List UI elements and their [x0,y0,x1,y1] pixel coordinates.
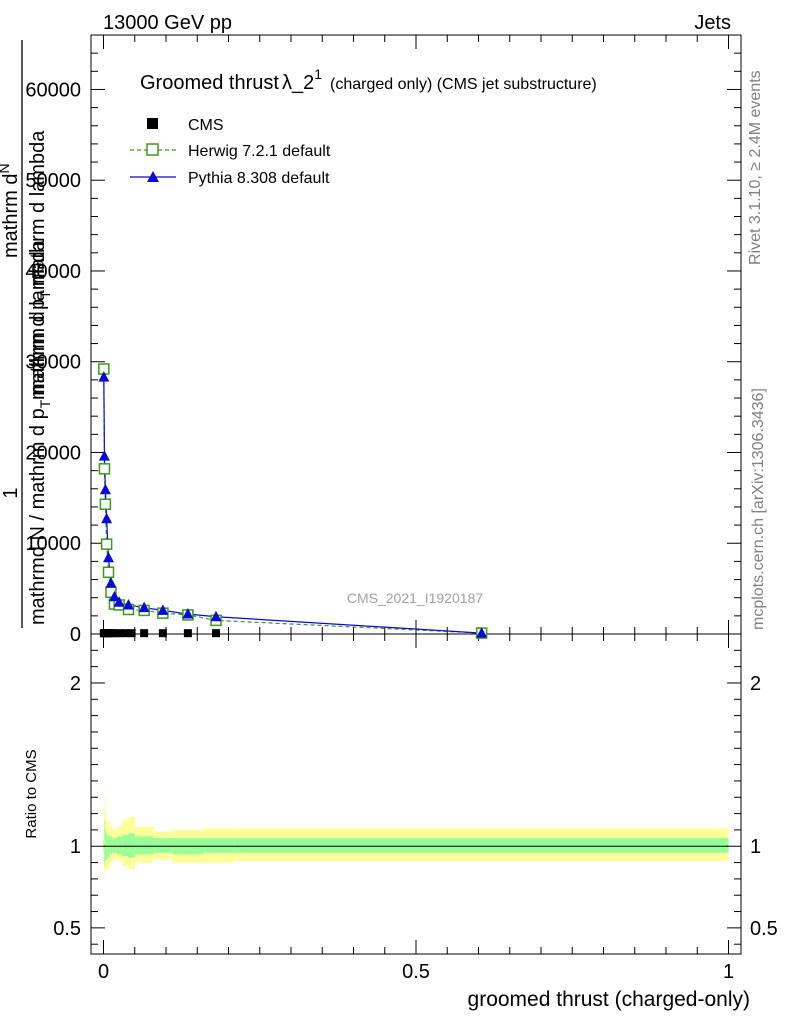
ratio-y-ticks: 0.5 0.5 1 1 2 2 [53,649,778,945]
rivet-version-label: Rivet 3.1.10, ≥ 2.4M events [747,70,764,265]
cms-point [212,629,220,638]
ratio-y-tick-label-right: 0.5 [750,918,778,940]
pythia-point [182,608,194,619]
y-label-denominator-left: mathrmd N / mathrm d p [27,408,49,625]
x-axis-label: groomed thrust (charged-only) [468,988,750,1011]
y-label-numerator-one: 1 [0,487,22,498]
cms-point [121,629,130,638]
pythia-point [98,371,110,382]
y-label-second-denominator-sub: T [37,290,53,299]
ratio-band-inner [203,838,235,853]
y-label-second-denominator: mathrm d pTmathrm d lambda [27,130,53,400]
cms-point [183,629,192,638]
y-label-denominator: mathrmd N / mathrm d pTmathrm d lambda [27,239,53,625]
main-y-axis-label: 1 mathrmd N / mathrm d pTmathrm d lambda… [0,40,53,628]
x-tick-label: 0.5 [402,961,430,983]
plot-title-prefix: Groomed thrust [140,72,279,94]
ratio-band-inner [109,836,113,855]
ratio-y-tick-label: 1 [70,836,81,858]
main-y-tick-label: 20000 [25,442,81,464]
plot-title-lambda: λ_2 [282,72,314,94]
herwig-point [99,498,112,510]
cms-point [140,629,149,638]
ratio-y-tick-label-right: 1 [750,836,761,858]
herwig-point [100,538,113,550]
y-label-numerator-sup: N [0,163,12,173]
y-label-denominator-sub: T [37,399,53,408]
ratio-plot-frame [90,633,742,955]
ratio-band-inner [104,829,106,861]
main-y-tick-label: 0 [70,624,81,646]
ratio-y-axis-label: Ratio to CMS [23,749,40,838]
y-label-second-denominator-rest: mathrm d lambda [27,130,49,286]
plot-title-suffix: (charged only) (CMS jet substructure) [330,76,597,93]
y-label-second-denominator-text: mathrm d p [27,299,49,400]
cms-point [115,629,124,638]
herwig-point [98,463,111,475]
pythia-point [210,610,222,622]
pythia-point [113,596,125,607]
main-y-tick-label: 60000 [25,79,81,101]
pythia-point [98,450,110,461]
pythia-point [476,627,488,638]
series-layer [98,363,488,639]
cms-point [127,629,136,638]
ratio-band-inner [116,836,123,855]
ratio-y-tick-label: 0.5 [53,918,81,940]
pythia-point [101,512,113,524]
ratio-band-inner [104,820,105,866]
ratio-uncertainty-bands [103,797,729,879]
ratio-band-inner [134,836,154,855]
header-energy-label: 13000 GeV pp [103,12,232,34]
x-ticks: 0 0.5 1 [98,35,734,983]
legend-cms-marker [147,118,158,129]
pythia-point [157,604,169,615]
pythia-point [123,598,134,610]
herwig-point [102,566,115,579]
ratio-band-inner [153,838,173,853]
legend-herwig-label: Herwig 7.2.1 default [188,143,331,160]
ratio-y-tick-label-right: 2 [750,673,761,695]
cms-point [110,629,119,638]
y-label-numerator-text: mathrm d [0,174,22,258]
legend: CMS Herwig 7.2.1 default Pythia 8.308 de… [130,117,331,187]
pythia-point [138,601,150,613]
plot-title-sup: 1 [314,66,322,82]
main-y-tick-label: 50000 [25,170,81,192]
ratio-band-inner [128,833,135,858]
pythia-point [105,577,117,588]
ratio-band-inner [234,838,729,853]
y-label-denominator-rest: mathrm d lambda [27,239,49,395]
pythia-point [103,551,114,563]
legend-pythia-marker [147,171,159,182]
ratio-band-inner [122,834,129,857]
x-tick-label: 1 [723,961,734,983]
pythia-point [99,483,111,495]
y-label-numerator: mathrm dN [0,163,22,258]
ratio-band-inner [112,838,117,853]
analysis-watermark: CMS_2021_I1920187 [347,590,483,606]
ratio-y-tick-label: 2 [70,673,81,695]
x-tick-label: 0 [98,961,109,983]
legend-herwig-marker [146,143,159,156]
main-y-tick-label: 40000 [25,261,81,283]
pythia-point [108,590,120,602]
main-y-ticks: 0 10000 20000 30000 40000 50000 60000 [25,34,741,646]
main-y-tick-label: 10000 [25,533,81,555]
plot-title: Groomed thrust λ_21 (charged only) (CMS je… [140,66,597,94]
main-y-tick-label: 30000 [25,352,81,374]
mcplots-label: mcplots.cern.ch [arXiv:1306.3436] [750,388,767,630]
legend-cms-label: CMS [188,117,224,134]
header-process-label: Jets [694,12,731,34]
cms-point [158,629,167,638]
legend-pythia-label: Pythia 8.308 default [188,170,330,187]
